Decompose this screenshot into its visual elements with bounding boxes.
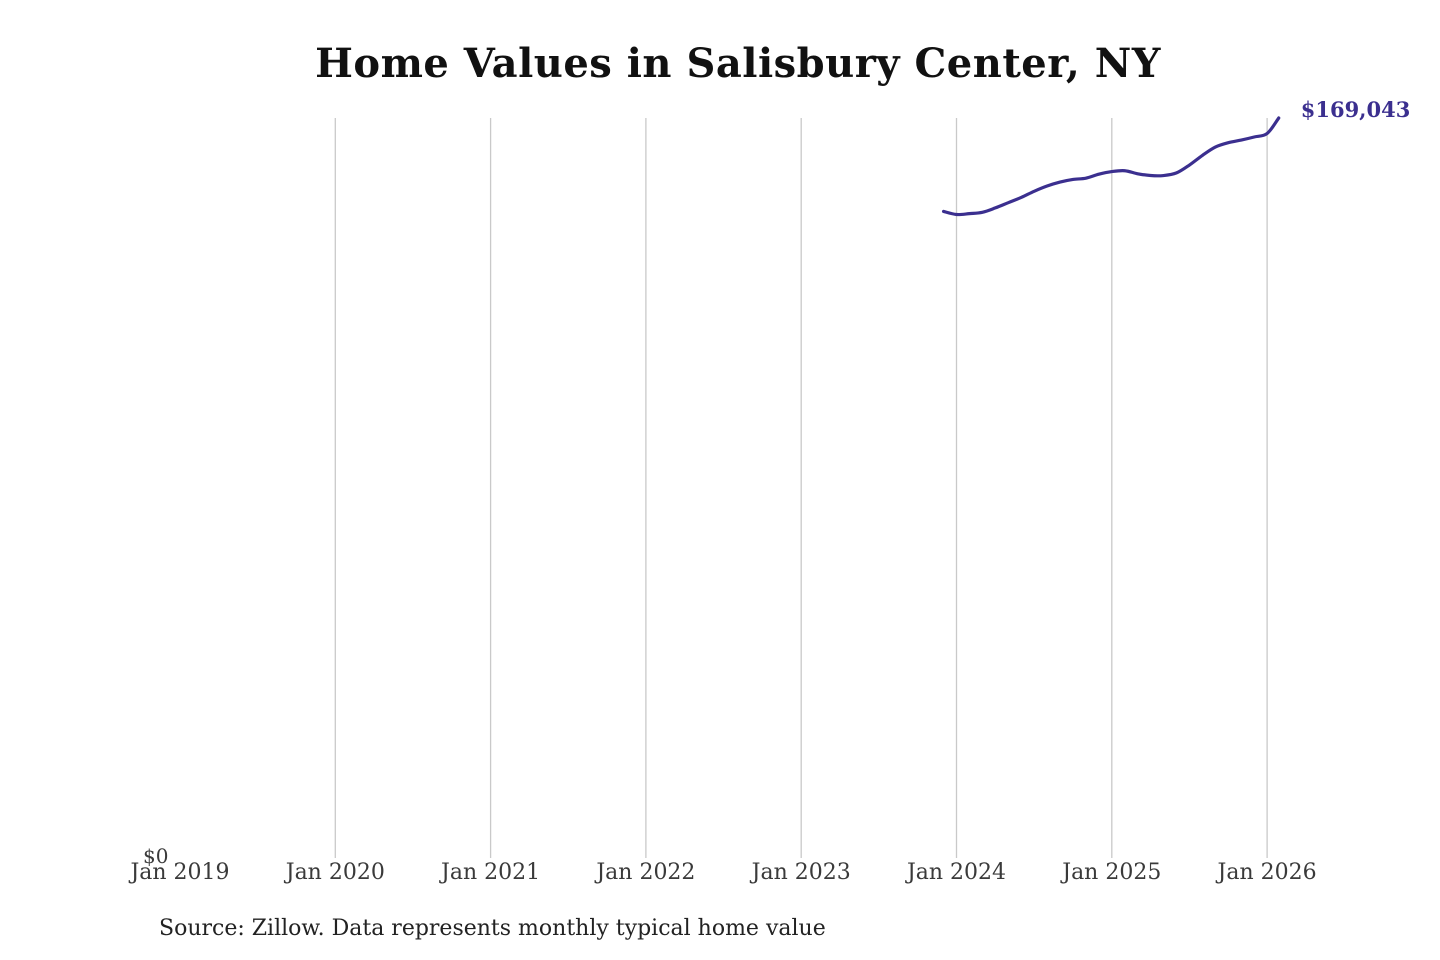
x-tick-label: Jan 2022 <box>594 860 695 885</box>
x-tick-label: Jan 2026 <box>1216 860 1317 885</box>
chart-title: Home Values in Salisbury Center, NY <box>315 40 1161 87</box>
grid-lines <box>334 118 1268 858</box>
series-line <box>941 116 1281 217</box>
end-value-label: $169,043 <box>1301 97 1411 122</box>
x-tick-label: Jan 2020 <box>284 860 385 885</box>
x-tick-label: Jan 2023 <box>750 860 851 885</box>
x-tick-label: Jan 2024 <box>905 860 1006 885</box>
x-axis-ticks: Jan 2019 Jan 2020 Jan 2021 Jan 2022 Jan 2023… <box>128 860 1316 885</box>
x-tick-label: Jan 2021 <box>439 860 540 885</box>
y-tick-label-0: $0 <box>143 844 168 868</box>
x-tick-label: Jan 2025 <box>1060 860 1161 885</box>
x-tick-label: Jan 2019 <box>128 860 229 885</box>
series-layer: $169,043 <box>941 97 1411 217</box>
source-note: Source: Zillow. Data represents monthly … <box>159 916 826 941</box>
